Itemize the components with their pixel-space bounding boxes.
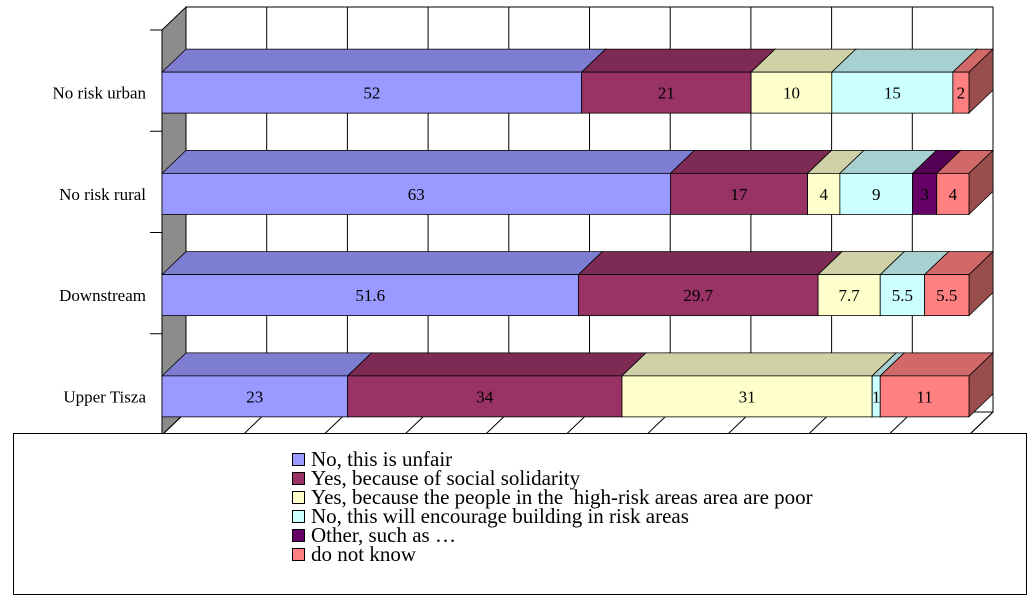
data-label: 4 [819, 185, 828, 204]
data-label: 29.7 [683, 286, 713, 305]
data-label: 15 [884, 84, 901, 103]
data-label: 5.5 [936, 286, 957, 305]
bar-top-face [161, 48, 607, 73]
legend: No, this is unfair Yes, because of socia… [13, 433, 1027, 595]
data-label: 10 [783, 84, 800, 103]
bar [879, 375, 970, 418]
bar [817, 274, 881, 317]
data-label: 9 [872, 185, 881, 204]
bar [952, 71, 970, 114]
bar [670, 172, 808, 215]
data-label: 11 [916, 387, 932, 406]
floor-gridline [969, 411, 994, 434]
legend-swatch [292, 491, 305, 504]
legend-item: No, this will encourage building in risk… [292, 504, 813, 528]
category-label: No risk urban [53, 84, 147, 103]
data-label: 31 [739, 387, 756, 406]
bar-top-face [830, 48, 978, 73]
category-axis: No risk urban No risk rural Downstream Uppe… [53, 29, 162, 406]
legend-item: Yes, because of social solidarity [292, 466, 813, 490]
legend-item: Other, such as … [292, 523, 813, 547]
bar [936, 172, 970, 215]
legend-label: Other, such as … [311, 523, 456, 547]
bar-top-face [161, 251, 604, 276]
data-label: 23 [246, 387, 263, 406]
legend-label: Yes, because of social solidarity [311, 466, 581, 490]
legend-swatch [292, 510, 305, 523]
data-label: 1 [872, 387, 881, 406]
legend-label: No, this will encourage building in risk… [311, 504, 689, 528]
bar-top-face [161, 352, 373, 377]
category-label: No risk rural [59, 185, 146, 204]
bar [924, 274, 970, 317]
bar-top-face [577, 251, 844, 276]
data-label: 5.5 [892, 286, 913, 305]
legend-label: Yes, because the people in the high-risk… [311, 485, 813, 509]
category-label: Downstream [59, 286, 146, 305]
bar [831, 71, 954, 114]
data-label: 21 [658, 84, 675, 103]
stacked-bar-chart: 52 21 10 15 263 17 4 9 3 451.6 29.7 7.7 5.5 5.523 34 31… [53, 5, 994, 434]
bar-top-face [580, 48, 777, 73]
bar-top-face [161, 149, 696, 174]
bar [578, 274, 819, 317]
data-label: 3 [920, 185, 929, 204]
bar [750, 71, 833, 114]
data-label: 17 [731, 185, 749, 204]
legend-item: do not know [292, 542, 813, 566]
bar [161, 375, 349, 418]
bar [581, 71, 752, 114]
legend-swatch [292, 529, 305, 542]
bar-top-face [346, 352, 647, 377]
data-label: 51.6 [355, 286, 385, 305]
data-label: 2 [957, 84, 966, 103]
data-label: 52 [363, 84, 380, 103]
data-label: 4 [949, 185, 958, 204]
legend-swatch [292, 453, 305, 466]
bar [839, 172, 913, 215]
category-label: Upper Tisza [63, 387, 146, 406]
legend-item: Yes, because the people in the high-risk… [292, 485, 813, 509]
data-label: 34 [476, 387, 494, 406]
bar [807, 172, 841, 215]
legend-swatch [292, 548, 305, 561]
bar [912, 172, 938, 215]
bar [161, 71, 583, 114]
data-label: 63 [408, 185, 425, 204]
bar [161, 274, 579, 317]
legend-swatch [292, 472, 305, 485]
legend-list: No, this is unfair Yes, because of socia… [292, 447, 813, 566]
bars-group: 52 21 10 15 263 17 4 9 3 451.6 29.7 7.7 5.5 5.523 34 31… [161, 48, 994, 418]
legend-label: do not know [311, 542, 416, 566]
data-label: 7.7 [839, 286, 861, 305]
bar [347, 375, 623, 418]
legend-label: No, this is unfair [311, 447, 453, 471]
bar-top-face [669, 149, 833, 174]
legend-item: No, this is unfair [292, 447, 813, 471]
bar-top-face [620, 352, 898, 377]
bar [621, 375, 873, 418]
